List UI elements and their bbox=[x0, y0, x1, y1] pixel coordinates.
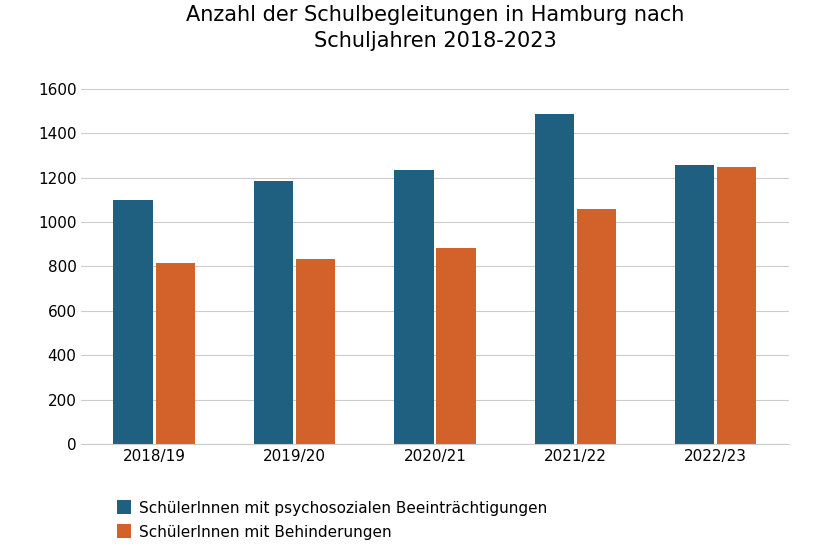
Bar bbox=[717, 166, 756, 444]
Bar bbox=[437, 248, 476, 444]
Bar bbox=[535, 114, 574, 444]
Legend: SchülerInnen mit psychosozialen Beeinträchtigungen, SchülerInnen mit Behinderung: SchülerInnen mit psychosozialen Beeinträ… bbox=[117, 501, 547, 540]
Bar bbox=[155, 263, 195, 444]
Bar bbox=[254, 181, 293, 444]
Title: Anzahl der Schulbegleitungen in Hamburg nach
Schuljahren 2018-2023: Anzahl der Schulbegleitungen in Hamburg … bbox=[185, 5, 685, 51]
Bar bbox=[576, 209, 616, 444]
Bar bbox=[114, 200, 153, 444]
Bar bbox=[394, 170, 433, 444]
Bar bbox=[296, 259, 335, 444]
Bar bbox=[675, 165, 715, 444]
